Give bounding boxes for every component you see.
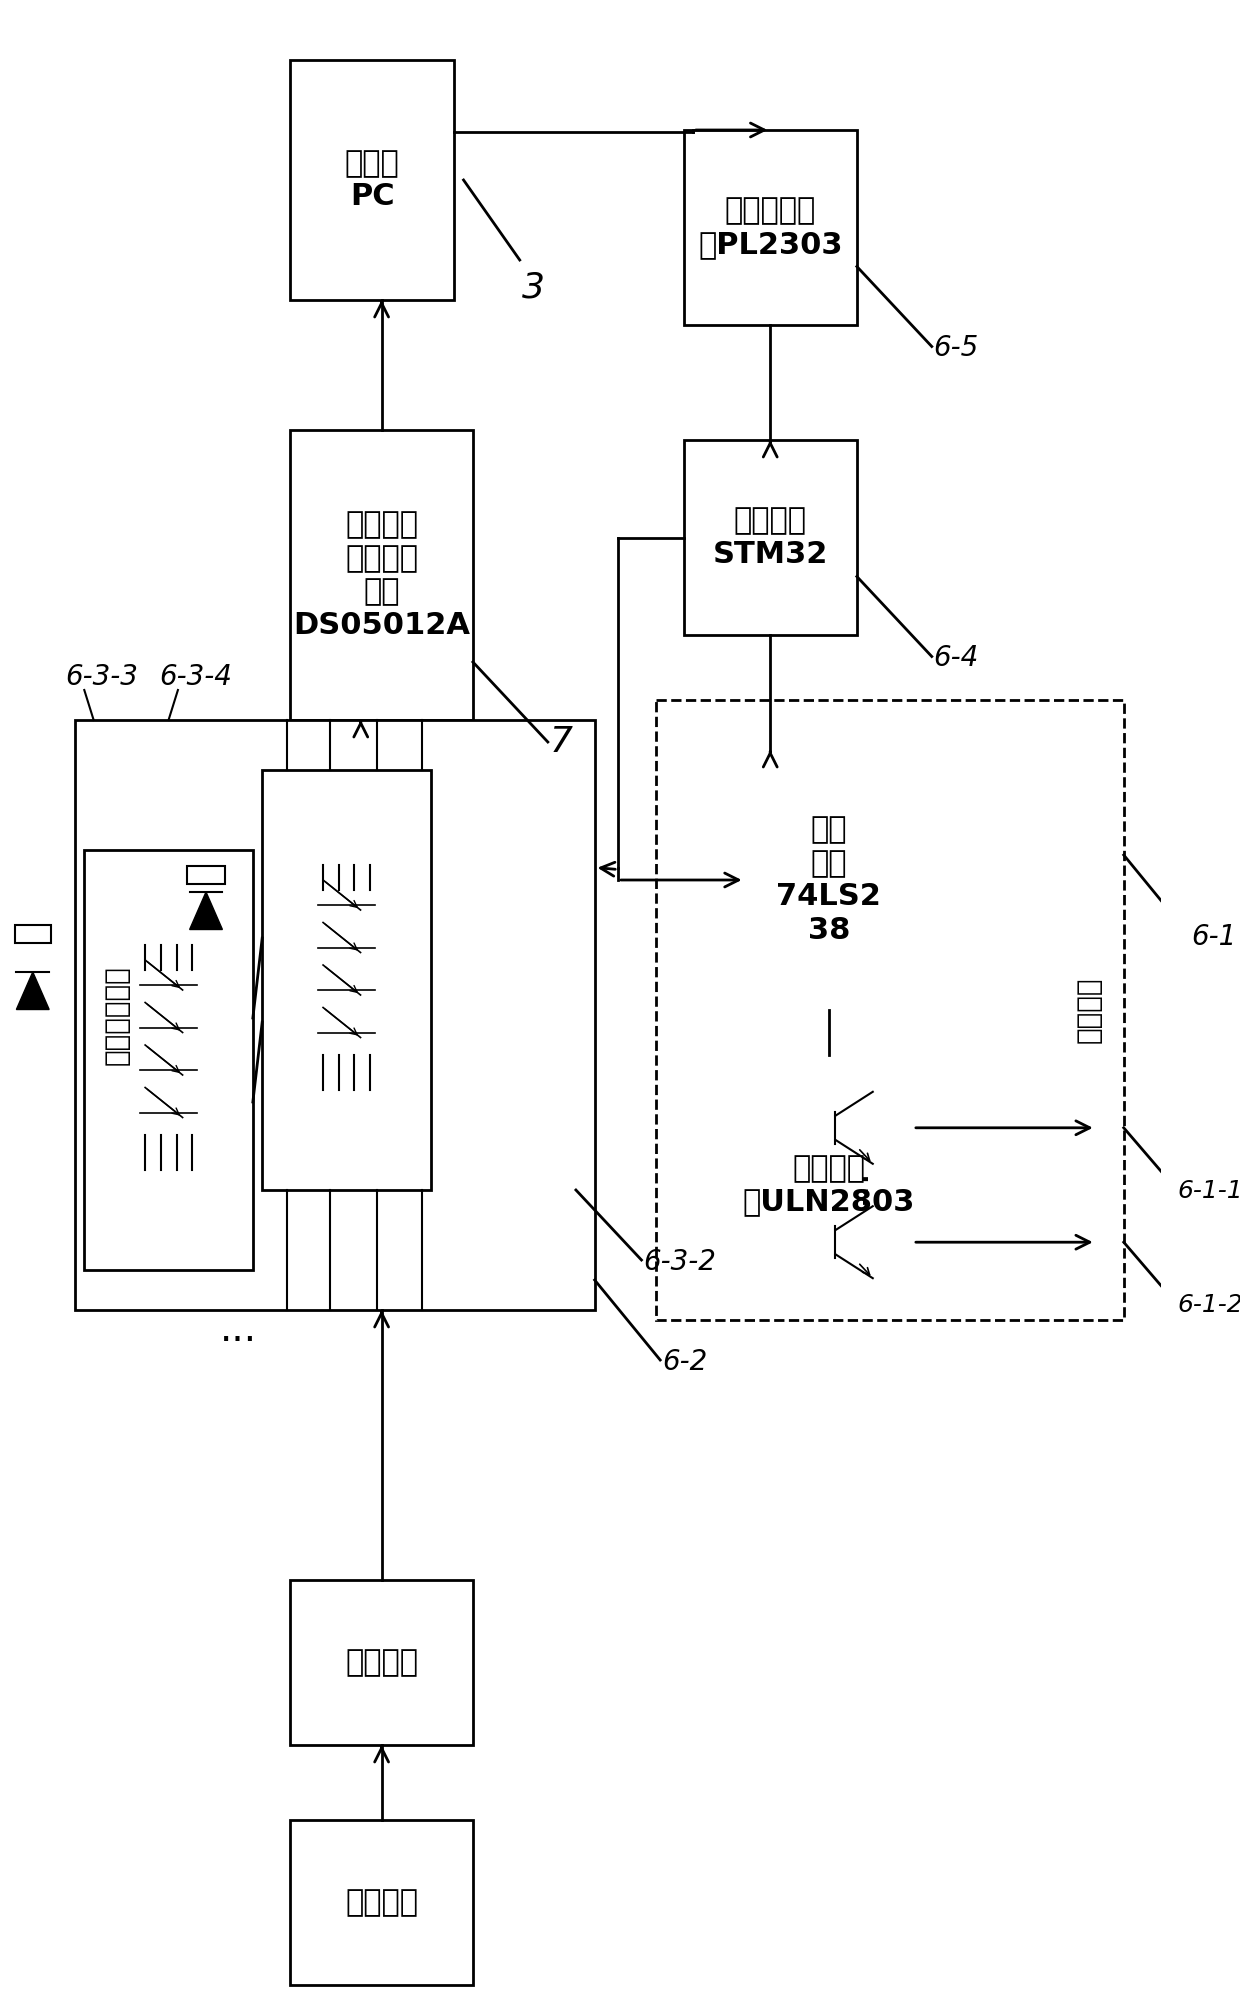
Text: 6-1-2: 6-1-2 xyxy=(1177,1294,1240,1318)
Text: 6-1-1: 6-1-1 xyxy=(1177,1179,1240,1203)
Text: 欠出坠嵌: 欠出坠嵌 xyxy=(345,1647,418,1678)
Text: 高压书点
数据采集
模块
DS05012A: 高压书点 数据采集 模块 DS05012A xyxy=(293,510,470,641)
Text: 6-1: 6-1 xyxy=(1192,922,1236,950)
Bar xyxy=(290,430,472,719)
Bar xyxy=(84,850,253,1270)
Bar xyxy=(683,440,857,635)
Polygon shape xyxy=(16,972,50,1009)
Bar xyxy=(290,1820,472,1985)
Bar xyxy=(683,131,857,325)
Text: 6-5: 6-5 xyxy=(934,336,978,362)
Text: 6-3-2: 6-3-2 xyxy=(644,1248,717,1276)
Text: 上位机
PC: 上位机 PC xyxy=(345,149,399,211)
Bar xyxy=(15,924,51,942)
Text: 译码
芯片
74LS2
38: 译码 芯片 74LS2 38 xyxy=(776,816,882,944)
Bar xyxy=(290,60,454,299)
Bar xyxy=(262,769,430,1189)
Bar xyxy=(744,749,913,1011)
Text: 3: 3 xyxy=(522,269,544,303)
Text: 晶体管阵
列ULN2803: 晶体管阵 列ULN2803 xyxy=(743,1153,915,1215)
Text: 7: 7 xyxy=(549,725,573,759)
Text: 6-3-3: 6-3-3 xyxy=(66,663,139,691)
Bar xyxy=(187,866,224,884)
Text: 6-4: 6-4 xyxy=(934,645,978,673)
Bar xyxy=(74,719,595,1310)
Text: 主控单元
STM32: 主控单元 STM32 xyxy=(713,506,828,569)
Text: 继电器切换组: 继电器切换组 xyxy=(103,964,131,1065)
Text: 6-2: 6-2 xyxy=(662,1348,707,1376)
Polygon shape xyxy=(190,892,222,930)
Text: 串口通讯单
元PL2303: 串口通讯单 元PL2303 xyxy=(698,197,842,259)
Text: 极出护项: 极出护项 xyxy=(345,1888,418,1917)
Text: ...: ... xyxy=(835,1167,873,1203)
Bar xyxy=(656,699,1123,1320)
Text: ...: ... xyxy=(221,1312,258,1348)
Bar xyxy=(744,1055,913,1316)
Text: 驱动单元: 驱动单元 xyxy=(1074,976,1102,1043)
Bar xyxy=(290,1579,472,1746)
Text: 6-3-4: 6-3-4 xyxy=(159,663,232,691)
